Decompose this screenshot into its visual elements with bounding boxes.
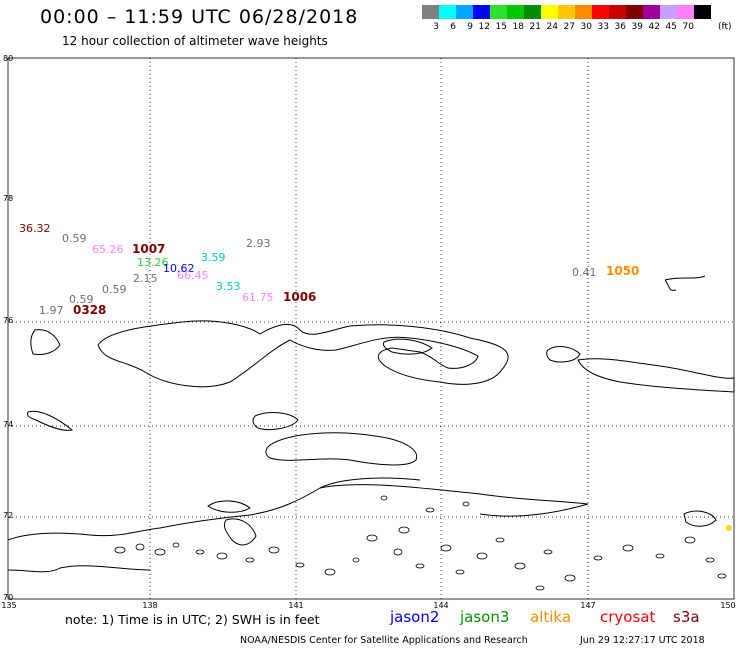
color-scale-label: 39 — [631, 22, 643, 32]
wave-height-reading: 61.75 — [242, 291, 274, 304]
color-scale-swatch — [507, 5, 524, 19]
color-scale-label: 3 — [433, 22, 439, 32]
wave-height-reading: 0.59 — [102, 283, 127, 296]
lon-label-144: 144 — [433, 601, 449, 610]
color-scale-swatch — [609, 5, 626, 19]
color-scale-swatch — [541, 5, 558, 19]
satellite-legend-item: jason3 — [460, 608, 510, 626]
color-scale-labels: 3 6 9 12 15 18 21 24 27 30 33 36 39 42 45 70 — [422, 22, 711, 32]
pass-time-label: 1050 — [606, 264, 640, 278]
color-scale-label: 9 — [467, 22, 473, 32]
color-scale-swatch — [626, 5, 643, 19]
color-scale-swatch — [422, 5, 439, 19]
graticule — [8, 58, 734, 599]
color-scale-label: 15 — [495, 22, 507, 32]
coastlines — [7, 275, 735, 573]
wave-height-reading: 36.32 — [19, 222, 51, 235]
footnote: note: 1) Time is in UTC; 2) SWH is in fe… — [65, 612, 320, 627]
wave-height-color-scale — [422, 5, 711, 19]
pass-time-label: 0328 — [73, 303, 107, 317]
color-scale-label: 33 — [597, 22, 609, 32]
generation-timestamp: Jun 29 12:27:17 UTC 2018 — [580, 635, 705, 646]
color-scale-swatch — [524, 5, 541, 19]
color-scale-swatch — [643, 5, 660, 19]
map-title: 00:00 – 11:59 UTC 06/28/2018 — [40, 6, 359, 28]
lat-label-74: 74 — [3, 420, 14, 429]
wave-height-reading: 0.59 — [69, 293, 94, 306]
color-scale-swatch — [592, 5, 609, 19]
color-scale-label: 45 — [665, 22, 677, 32]
lon-label-141: 141 — [288, 601, 304, 610]
color-scale-swatch — [473, 5, 490, 19]
lat-label-70: 70 — [3, 593, 14, 602]
wave-height-reading: 3.59 — [201, 251, 226, 264]
color-scale-swatch — [575, 5, 592, 19]
lon-label-150: 150 — [720, 601, 736, 610]
satellite-legend-item: s3a — [673, 608, 700, 626]
color-scale-label: 36 — [614, 22, 626, 32]
wave-height-reading: 13.26 — [137, 256, 169, 269]
color-scale-swatch — [694, 5, 711, 19]
color-scale-swatch — [456, 5, 473, 19]
color-scale-unit: (ft) — [718, 22, 732, 32]
coast-marker — [726, 525, 732, 531]
color-scale-label: 18 — [512, 22, 524, 32]
wave-height-reading: 0.41 — [572, 266, 597, 279]
color-scale-swatch — [660, 5, 677, 19]
small-islands — [114, 495, 727, 591]
wave-height-reading: 66.45 — [177, 269, 209, 282]
color-scale-label: 12 — [478, 22, 490, 32]
pass-time-label: 1007 — [132, 242, 166, 256]
lat-label-72: 72 — [3, 511, 14, 520]
pass-time-label: 1006 — [283, 290, 317, 304]
satellite-legend-item: altika — [530, 608, 572, 626]
color-scale-swatch — [677, 5, 694, 19]
wave-height-reading: 0.59 — [62, 232, 87, 245]
lat-label-80: 80 — [3, 54, 14, 63]
color-scale-label: 70 — [682, 22, 694, 32]
satellite-legend-item: jason2 — [390, 608, 440, 626]
color-scale-label: 30 — [580, 22, 592, 32]
wave-height-reading: 10.62 — [163, 262, 195, 275]
wave-height-reading: 2.15 — [133, 272, 158, 285]
color-scale-swatch — [490, 5, 507, 19]
color-scale-swatch — [558, 5, 575, 19]
color-scale-label: 24 — [546, 22, 558, 32]
lat-label-78: 78 — [3, 194, 14, 203]
wave-height-reading: 3.53 — [216, 280, 241, 293]
lat-label-76: 76 — [3, 316, 14, 325]
lon-label-147: 147 — [580, 601, 596, 610]
color-scale-swatch — [439, 5, 456, 19]
color-scale-label: 6 — [450, 22, 456, 32]
map-subtitle: 12 hour collection of altimeter wave hei… — [62, 34, 328, 48]
lon-label-138: 138 — [142, 601, 158, 610]
color-scale-label: 27 — [563, 22, 575, 32]
credit-line: NOAA/NESDIS Center for Satellite Applica… — [240, 635, 528, 646]
satellite-legend-item: cryosat — [600, 608, 656, 626]
wave-height-reading: 2.93 — [246, 237, 271, 250]
wave-height-reading: 1.97 — [39, 304, 64, 317]
wave-height-reading: 65.26 — [92, 243, 124, 256]
lon-label-135: 135 — [1, 601, 17, 610]
color-scale-label: 42 — [648, 22, 660, 32]
map-frame — [7, 57, 735, 600]
color-scale-label: 21 — [529, 22, 541, 32]
